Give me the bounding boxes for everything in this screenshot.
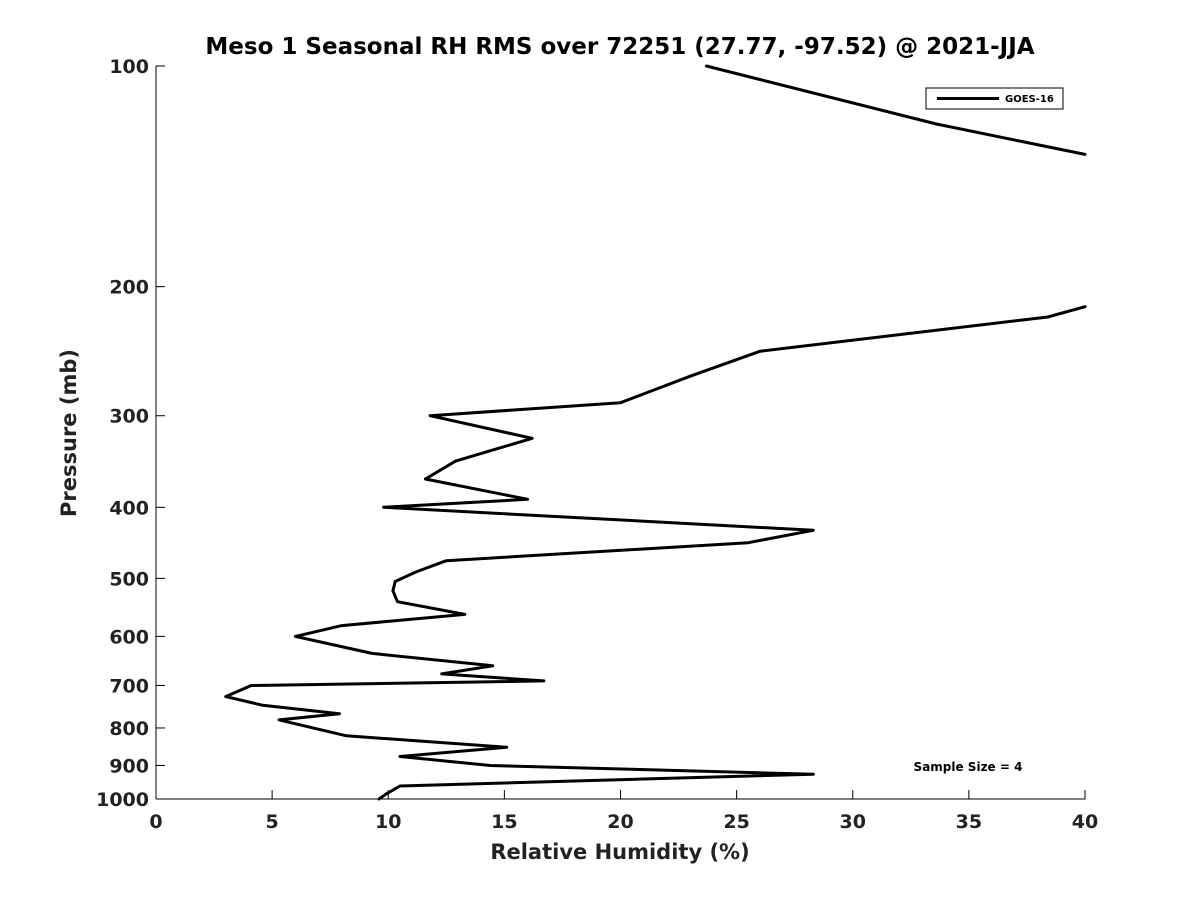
legend: GOES-16 [925, 87, 1064, 110]
x-tick-label: 20 [607, 811, 633, 833]
axes: 0 5 10 15 20 25 30 35 40 100 200 300 400 500 600 700 800… [96, 56, 1098, 833]
series-layer [224, 64, 1087, 801]
y-tick-label: 300 [109, 406, 149, 428]
y-tick-label: 900 [109, 755, 149, 777]
sample-size-annotation: Sample Size = 4 [914, 760, 1023, 774]
series-line-goes-16-segment-2 [224, 305, 1087, 801]
x-tick-label: 35 [956, 811, 982, 833]
chart-title: Meso 1 Seasonal RH RMS over 72251 (27.77… [205, 34, 1034, 60]
y-tick-label: 200 [109, 277, 149, 299]
x-tick-label: 15 [491, 811, 517, 833]
y-tick-label: 500 [109, 568, 149, 590]
y-tick-label: 100 [109, 56, 149, 78]
legend-label-goes-16: GOES-16 [1005, 94, 1054, 105]
x-tick-label: 25 [723, 811, 749, 833]
y-tick-label: 800 [109, 718, 149, 740]
y-tick-label: 1000 [96, 789, 149, 811]
x-axis-label: Relative Humidity (%) [490, 840, 749, 864]
x-tick-label: 5 [266, 811, 279, 833]
x-tick-label: 0 [149, 811, 162, 833]
x-tick-label: 30 [840, 811, 866, 833]
y-tick-label: 600 [109, 626, 149, 648]
y-tick-label: 400 [109, 497, 149, 519]
y-tick-label: 700 [109, 675, 149, 697]
series-line-goes-16-segment-1 [704, 64, 1087, 156]
x-tick-label: 10 [375, 811, 401, 833]
x-tick-label: 40 [1072, 811, 1098, 833]
y-axis-label: Pressure (mb) [57, 349, 81, 517]
